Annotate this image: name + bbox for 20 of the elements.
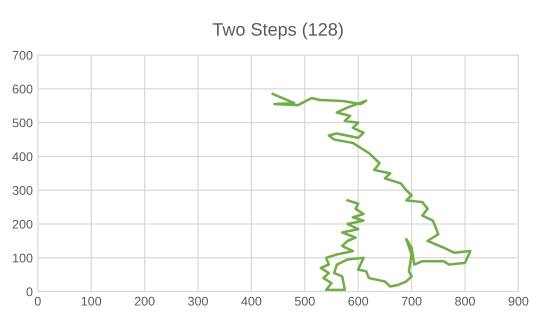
y-tick-label: 200 [12, 220, 32, 229]
x-tick-label: 200 [134, 296, 155, 306]
x-tick-label: 0 [34, 296, 41, 306]
x-tick-label: 600 [348, 296, 368, 306]
y-tick-label: 700 [12, 50, 32, 60]
x-tick-label: 700 [402, 296, 422, 306]
chart-title: Two Steps (128) [212, 22, 343, 40]
y-tick-label: 0 [26, 287, 32, 296]
y-tick-label: 400 [12, 152, 32, 162]
line-series [272, 92, 472, 292]
y-tick-label: 300 [12, 186, 32, 195]
x-tick-label: 500 [294, 296, 315, 306]
y-tick-label: 100 [13, 254, 32, 262]
x-tick-label: 300 [188, 296, 208, 306]
x-tick-label: 400 [241, 296, 262, 306]
y-tick-label: 600 [12, 84, 32, 94]
x-tick-label: 100 [82, 296, 102, 306]
x-tick-label: 800 [455, 296, 475, 306]
x-tick-label: 900 [508, 296, 528, 306]
y-tick-label: 500 [12, 118, 32, 128]
